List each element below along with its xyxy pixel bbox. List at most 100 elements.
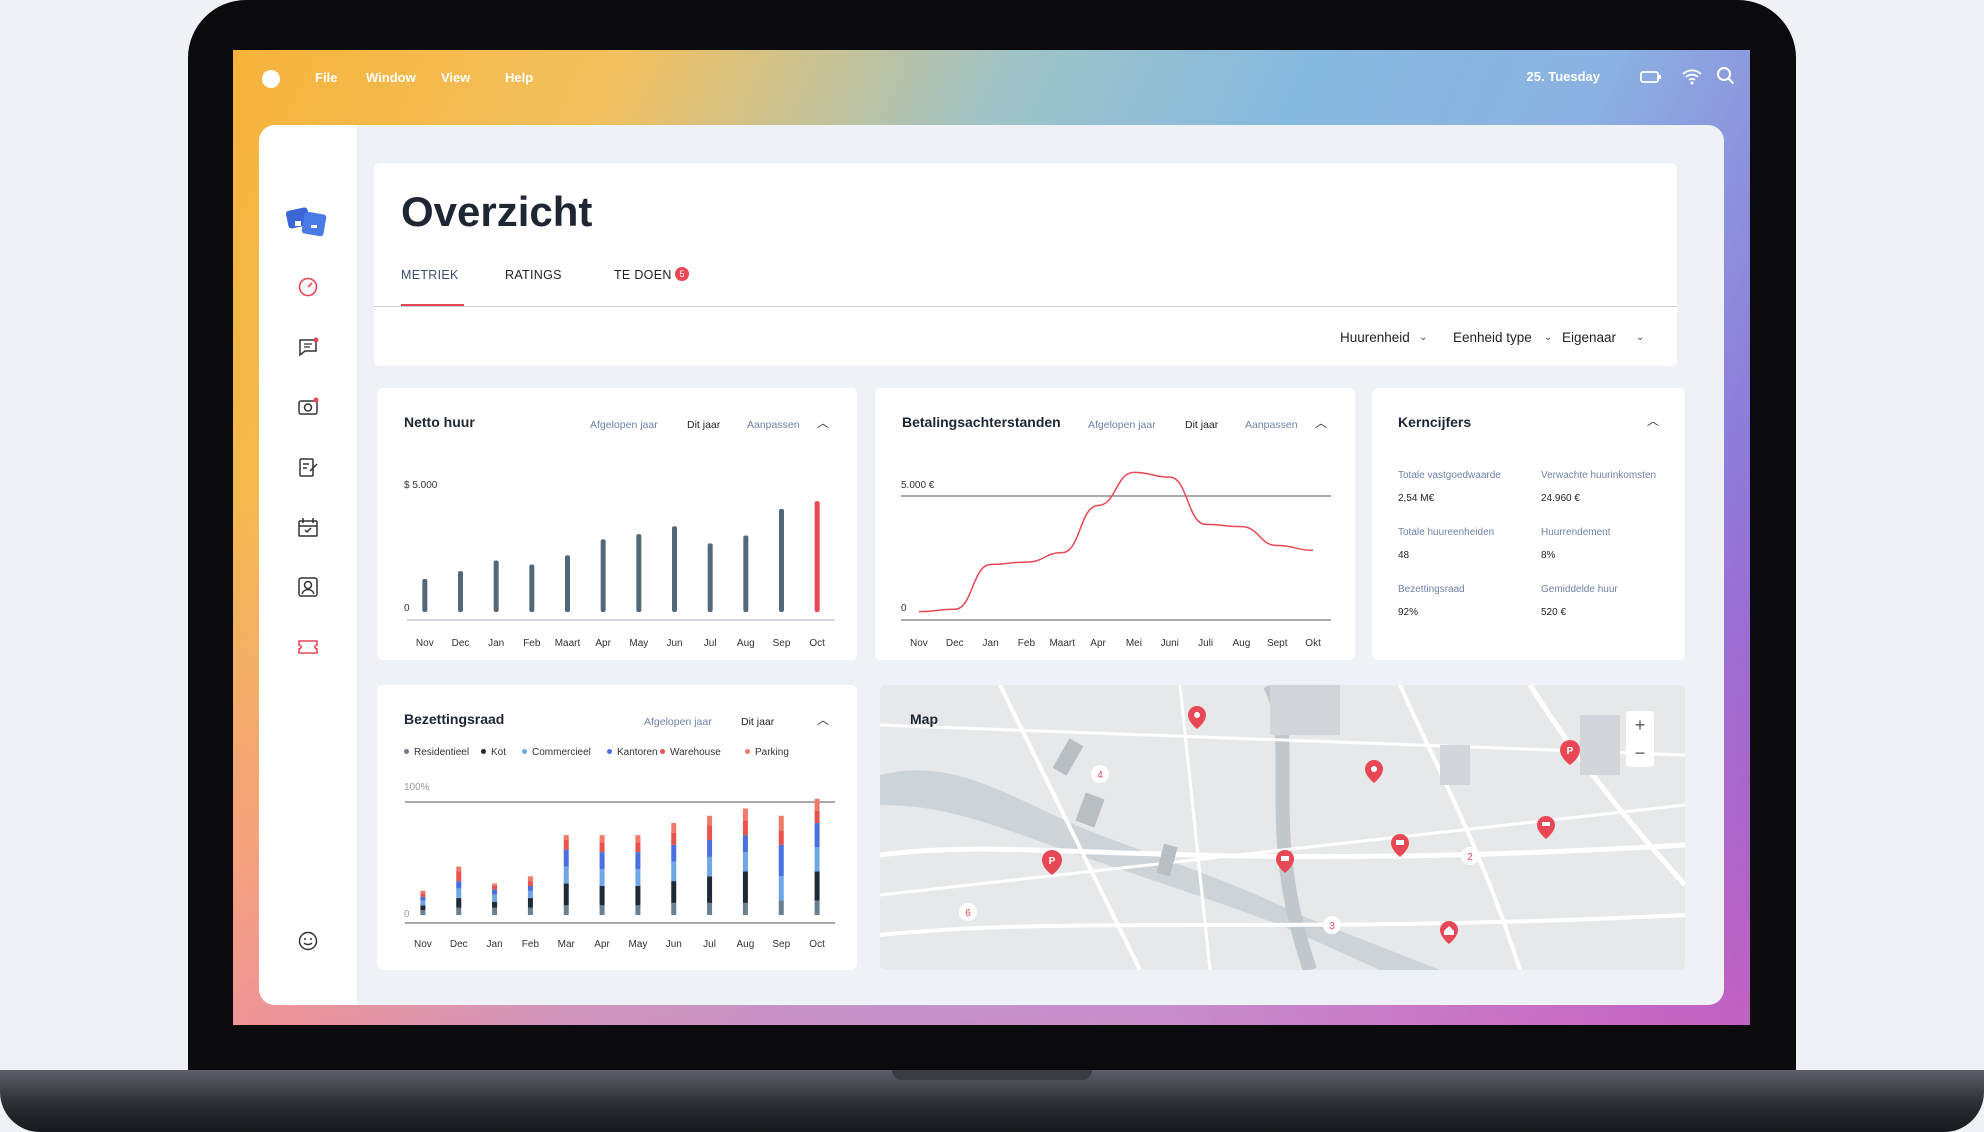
y-axis-top: 5.000 € [901, 480, 935, 491]
option-aanpassen[interactable]: Aanpassen [1245, 419, 1298, 431]
bar-segment [563, 866, 569, 884]
bar-segment [420, 896, 426, 901]
x-tick-label: Mei [1126, 638, 1142, 649]
camera-icon[interactable] [296, 395, 320, 419]
legend-commercieel: Commercieel [522, 747, 591, 758]
kpi-value: 92% [1398, 607, 1419, 618]
chevron-down-icon[interactable]: ⌄ [1636, 332, 1645, 343]
bar-segment [492, 907, 498, 915]
bar-segment [778, 830, 784, 845]
bar-segment [527, 876, 533, 882]
menu-date[interactable]: 25. Tuesday [1526, 69, 1600, 84]
collapse-icon[interactable]: ︿ [817, 713, 830, 727]
zoom-out-button[interactable]: − [1634, 743, 1646, 763]
ticket-icon[interactable] [296, 635, 320, 659]
option-aanpassen[interactable]: Aanpassen [747, 419, 800, 431]
cluster-marker[interactable]: 2 [1461, 847, 1479, 865]
chat-icon[interactable] [296, 335, 320, 359]
option-dit-jaar[interactable]: Dit jaar [741, 716, 775, 728]
bar [814, 501, 820, 612]
bar-segment [456, 898, 462, 908]
map-card[interactable]: Map + − 4 2 6 3 P P [880, 685, 1685, 970]
tab-ratings[interactable]: RATINGS [505, 268, 562, 282]
kpi-label: Gemiddelde huur [1541, 584, 1618, 595]
menu-help[interactable]: Help [505, 70, 534, 85]
bar-segment [778, 844, 784, 877]
bar-segment [814, 847, 820, 872]
pin-label: P [1567, 746, 1574, 757]
card-bezettingsraad: Bezettingsraad Afgelopen jaar Dit jaar ︿… [377, 685, 857, 970]
option-afgelopen-jaar[interactable]: Afgelopen jaar [590, 419, 658, 431]
kpi-label: Totale huureenheiden [1398, 527, 1495, 538]
location-pin-icon[interactable] [1188, 706, 1206, 729]
smiley-icon[interactable] [296, 929, 320, 953]
option-afgelopen-jaar[interactable]: Afgelopen jaar [1088, 419, 1156, 431]
bar-segment [492, 883, 498, 886]
tab-te-doen[interactable]: TE DOEN [614, 268, 672, 282]
wifi-icon[interactable] [1681, 67, 1703, 85]
bezetting-chart: Nov Dec Jan Feb Mar Apr May Jun Jul Aug Sep Oct [405, 798, 835, 950]
x-tick-label: Maart [555, 638, 581, 649]
x-tick-label: Aug [1233, 638, 1251, 649]
legend-parking: Parking [745, 747, 789, 758]
x-tick-label: May [629, 638, 648, 649]
collapse-icon[interactable]: ︿ [1315, 416, 1328, 430]
option-dit-jaar[interactable]: Dit jaar [687, 419, 721, 431]
map-canvas[interactable] [880, 685, 1685, 970]
y-axis-top: 100% [404, 782, 430, 793]
bar-segment [492, 894, 498, 902]
bar [636, 534, 642, 612]
chevron-down-icon[interactable]: ⌄ [1544, 332, 1553, 343]
zoom-in-button[interactable]: + [1634, 715, 1646, 735]
bar [422, 579, 428, 612]
bar-segment [778, 900, 784, 915]
dashboard-icon[interactable] [296, 275, 320, 299]
bar-segment [456, 871, 462, 882]
office-pin-icon[interactable] [1276, 850, 1294, 873]
collapse-icon[interactable]: ︿ [817, 416, 830, 430]
menu-file[interactable]: File [315, 70, 338, 85]
tab-metriek[interactable]: METRIEK [401, 268, 459, 282]
cluster-count: 2 [1467, 852, 1473, 863]
option-afgelopen-jaar[interactable]: Afgelopen jaar [644, 716, 712, 728]
filter-eigenaar[interactable]: Eigenaar [1562, 330, 1617, 345]
collapse-icon[interactable]: ︿ [1647, 414, 1660, 428]
bar-segment [563, 883, 569, 906]
parking-pin-icon[interactable]: P [1042, 850, 1062, 875]
x-tick-label: Apr [1090, 638, 1106, 649]
bar-segment [420, 910, 426, 915]
cluster-marker[interactable]: 6 [959, 903, 977, 921]
cluster-marker[interactable]: 3 [1323, 916, 1341, 934]
parking-pin-icon[interactable]: P [1560, 740, 1580, 765]
battery-icon[interactable] [1640, 69, 1662, 85]
apple-icon[interactable] [262, 70, 280, 88]
bar-segment [563, 849, 569, 867]
kpi-value: 48 [1398, 550, 1410, 561]
contact-icon[interactable] [296, 575, 320, 599]
x-tick-label: Dec [450, 939, 468, 950]
x-tick-label: Sep [773, 638, 791, 649]
home-pin-icon[interactable] [1440, 921, 1458, 944]
bar-segment [527, 898, 533, 908]
store-pin-icon[interactable] [1391, 834, 1409, 857]
filter-eenheid-type[interactable]: Eenheid type [1453, 330, 1532, 345]
bar-segment [456, 907, 462, 915]
bar [672, 526, 677, 612]
chevron-down-icon[interactable]: ⌄ [1419, 332, 1428, 343]
location-pin-icon[interactable] [1365, 760, 1383, 783]
menu-window[interactable]: Window [366, 70, 416, 85]
option-dit-jaar[interactable]: Dit jaar [1185, 419, 1219, 431]
calendar-icon[interactable] [296, 515, 320, 539]
edit-document-icon[interactable] [296, 455, 320, 479]
card-kerncijfers: Kerncijfers ︿ Totale vastgoedwaarde 2,54… [1372, 388, 1685, 660]
search-icon[interactable] [1716, 66, 1736, 86]
cluster-marker[interactable]: 4 [1091, 765, 1109, 783]
menu-view[interactable]: View [441, 70, 471, 85]
filter-huurenheid[interactable]: Huurenheid [1340, 330, 1410, 345]
bar-segment [671, 902, 677, 915]
hat-pin-icon[interactable] [1537, 816, 1555, 839]
tab-badge: 5 [675, 267, 689, 281]
x-tick-label: Apr [595, 638, 611, 649]
map-title: Map [910, 711, 938, 727]
bar-segment [599, 842, 605, 853]
